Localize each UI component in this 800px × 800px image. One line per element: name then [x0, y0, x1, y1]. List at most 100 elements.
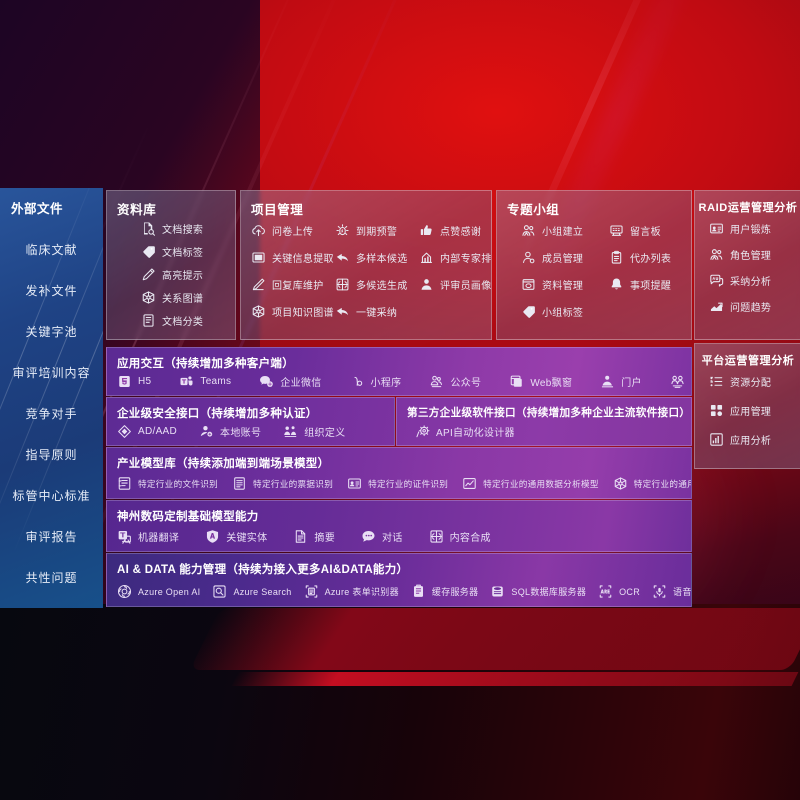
feature-item[interactable]: 到期预警: [335, 223, 397, 238]
ocr-icon: [598, 584, 613, 599]
band-feature-item[interactable]: 特定行业的文件识别: [117, 476, 218, 491]
feature-label: 高亮提示: [162, 271, 204, 282]
band-item-row: H5 Teams 企业微信 小程序 公众号 Web飘窗 门户 对话: [117, 374, 691, 389]
cache-server-icon: [411, 584, 426, 599]
band-feature-label: 特定行业的证件识别: [368, 478, 449, 489]
band-feature-item[interactable]: 关键实体: [205, 529, 267, 544]
band-feature-label: 缓存服务器: [431, 587, 479, 597]
band-feature-label: Azure Search: [233, 586, 292, 597]
band-feature-label: OCR: [619, 586, 641, 597]
feature-item[interactable]: 角色管理: [709, 247, 771, 262]
sidebar-item-4[interactable]: 审评培训内容: [0, 353, 103, 394]
clipboard-list-icon: [609, 250, 624, 265]
feature-item[interactable]: 文档搜索: [141, 221, 203, 236]
band-feature-item[interactable]: H5: [117, 374, 151, 389]
band-feature-item[interactable]: 缓存服务器: [411, 584, 479, 599]
band-feature-item[interactable]: 门户: [600, 374, 642, 389]
band-feature-item[interactable]: 特定行业的通用数据分析模型: [462, 476, 599, 491]
band-feature-item[interactable]: API自动化设计器: [415, 424, 515, 439]
miniprogram-icon: [350, 374, 365, 389]
band-feature-item[interactable]: Azure 表单识别器: [304, 584, 399, 599]
band-feature-item[interactable]: AD/AAD: [117, 424, 177, 439]
feature-item[interactable]: 采纳分析: [709, 273, 771, 288]
band-application-interaction: 应用交互（持续增加多种客户端） H5 Teams 企业微信 小程序 公众号 Web飘窗 门户 对…: [106, 347, 692, 396]
band-item-row: API自动化设计器: [415, 424, 515, 439]
band-feature-item[interactable]: 对话: [361, 529, 403, 544]
sidebar-item-8[interactable]: 审评报告: [0, 517, 103, 558]
band-feature-item[interactable]: 小程序: [350, 374, 402, 389]
web-window-icon: [509, 374, 524, 389]
feature-item[interactable]: 代办列表: [609, 250, 671, 265]
sidebar-item-7[interactable]: 标管中心标准: [0, 476, 103, 517]
sidebar-item-9[interactable]: 共性问题: [0, 558, 103, 599]
feature-item[interactable]: 应用管理: [709, 403, 771, 418]
feature-label: 多候选生成: [356, 281, 408, 292]
band-feature-item[interactable]: 摘要: [293, 529, 335, 544]
feature-item[interactable]: 一键采纳: [335, 304, 397, 319]
band-item-row: 机器翻译 关键实体 摘要 对话 内容合成: [117, 529, 491, 544]
band-feature-item[interactable]: SQL数据库服务器: [490, 584, 586, 599]
band-title-interact: 应用交互（持续增加多种客户端）: [117, 358, 294, 370]
sidebar-item-3[interactable]: 关键字池: [0, 312, 103, 353]
knowledge-graph-icon: [141, 290, 156, 305]
band-feature-item[interactable]: 内容合成: [429, 529, 491, 544]
sidebar-item-5[interactable]: 竞争对手: [0, 394, 103, 435]
band-feature-item[interactable]: 特定行业的证件识别: [347, 476, 448, 491]
sidebar-item-2[interactable]: 发补文件: [0, 271, 103, 312]
feature-item[interactable]: 问卷上传: [251, 223, 313, 238]
feature-item[interactable]: 高亮提示: [141, 267, 203, 282]
openai-icon: [117, 584, 132, 599]
band-feature-item[interactable]: Azure Search: [212, 584, 291, 599]
feature-item[interactable]: 事项提醒: [609, 277, 671, 292]
feature-item[interactable]: 内部专家排名: [419, 250, 491, 265]
feature-item[interactable]: 文档标签: [141, 244, 203, 259]
feature-label: 资源分配: [730, 378, 772, 389]
feature-item[interactable]: 资源分配: [709, 374, 771, 389]
feature-item[interactable]: 多候选生成: [335, 277, 408, 292]
band-feature-item[interactable]: 特定行业的票据识别: [232, 476, 333, 491]
sidebar-item-label: 关键字池: [25, 325, 78, 339]
band-feature-item[interactable]: OCR: [598, 584, 640, 599]
band-feature-item[interactable]: 特定行业的通用知识图谱模型: [613, 476, 691, 491]
feature-item[interactable]: 点赞感谢: [419, 223, 481, 238]
feature-label: 问题趋势: [730, 303, 772, 314]
feature-item[interactable]: 问题趋势: [709, 299, 771, 314]
feature-item[interactable]: 关系图谱: [141, 290, 203, 305]
band-feature-item[interactable]: 语音理解: [652, 584, 691, 599]
document-list-icon: [141, 313, 156, 328]
feature-item[interactable]: 回复库维护: [251, 277, 324, 292]
panel-title-raid: RAID运营管理分析: [698, 202, 798, 214]
band-feature-item[interactable]: 本地账号: [199, 424, 261, 439]
band-title-third: 第三方企业级软件接口（持续增加多种企业主流软件接口）: [407, 407, 691, 419]
feature-item[interactable]: 关键信息提取: [251, 250, 334, 265]
sidebar-item-6[interactable]: 指导原则: [0, 435, 103, 476]
document-search-icon: [141, 221, 156, 236]
feature-label: 采纳分析: [730, 277, 772, 288]
band-feature-item[interactable]: 公众号: [429, 374, 481, 389]
feature-item[interactable]: 留言板: [609, 223, 661, 238]
sidebar-item-1[interactable]: 临床文献: [0, 230, 103, 271]
band-feature-item[interactable]: Azure Open AI: [117, 584, 200, 599]
feature-item[interactable]: 项目知识图谱: [251, 304, 334, 319]
band-feature-item[interactable]: 对话: [670, 374, 691, 389]
band-feature-item[interactable]: 企业微信: [259, 374, 321, 389]
band-feature-label: 组织定义: [304, 428, 346, 439]
feature-item[interactable]: 小组标签: [521, 304, 583, 319]
band-title-aidata: AI & DATA 能力管理（持续为接入更多AI&DATA能力）: [117, 564, 409, 576]
translate-icon: [117, 529, 132, 544]
feature-item[interactable]: 多样本候选: [335, 250, 408, 265]
feature-label: 代办列表: [630, 254, 672, 265]
feature-item[interactable]: 成员管理: [521, 250, 583, 265]
feature-item[interactable]: 小组建立: [521, 223, 583, 238]
feature-item[interactable]: 评审员画像: [419, 277, 491, 292]
feature-item[interactable]: 用户锻炼: [709, 221, 771, 236]
band-feature-label: 内容合成: [449, 533, 491, 544]
band-feature-item[interactable]: Teams: [179, 374, 231, 389]
band-feature-label: 机器翻译: [138, 533, 180, 544]
band-feature-item[interactable]: 机器翻译: [117, 529, 179, 544]
feature-item[interactable]: 应用分析: [709, 432, 771, 447]
band-feature-item[interactable]: Web飘窗: [509, 374, 572, 389]
feature-item[interactable]: 文档分类: [141, 313, 203, 328]
band-feature-item[interactable]: 组织定义: [283, 424, 345, 439]
feature-item[interactable]: 资料管理: [521, 277, 583, 292]
